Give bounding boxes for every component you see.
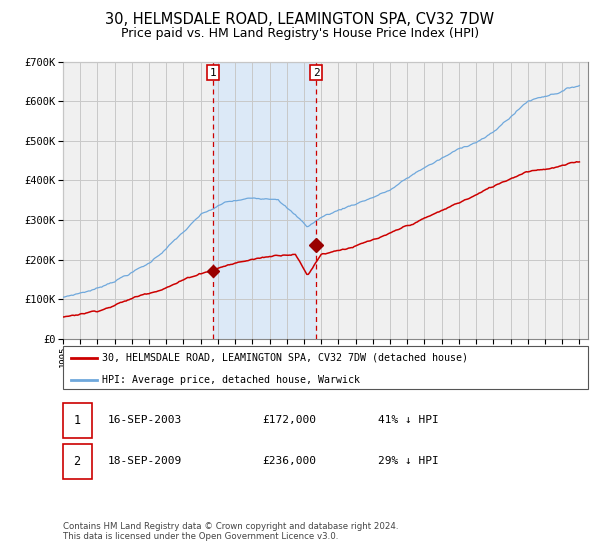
- Text: 1: 1: [74, 414, 81, 427]
- Text: 2: 2: [74, 455, 81, 468]
- Bar: [213, 62, 316, 339]
- Text: Price paid vs. HM Land Registry's House Price Index (HPI): Price paid vs. HM Land Registry's House …: [121, 27, 479, 40]
- Text: HPI: Average price, detached house, Warwick: HPI: Average price, detached house, Warw…: [103, 375, 361, 385]
- Text: £236,000: £236,000: [263, 456, 317, 466]
- Text: 30, HELMSDALE ROAD, LEAMINGTON SPA, CV32 7DW: 30, HELMSDALE ROAD, LEAMINGTON SPA, CV32…: [106, 12, 494, 27]
- Text: 29% ↓ HPI: 29% ↓ HPI: [378, 456, 439, 466]
- Text: Contains HM Land Registry data © Crown copyright and database right 2024.
This d: Contains HM Land Registry data © Crown c…: [63, 522, 398, 542]
- Text: 16-SEP-2003: 16-SEP-2003: [107, 415, 182, 425]
- Text: 18-SEP-2009: 18-SEP-2009: [107, 456, 182, 466]
- Text: 2: 2: [313, 68, 320, 78]
- Text: 1: 1: [209, 68, 217, 78]
- Text: 41% ↓ HPI: 41% ↓ HPI: [378, 415, 439, 425]
- Text: £172,000: £172,000: [263, 415, 317, 425]
- FancyBboxPatch shape: [63, 403, 92, 438]
- Text: 30, HELMSDALE ROAD, LEAMINGTON SPA, CV32 7DW (detached house): 30, HELMSDALE ROAD, LEAMINGTON SPA, CV32…: [103, 353, 469, 363]
- FancyBboxPatch shape: [63, 444, 92, 479]
- FancyBboxPatch shape: [63, 346, 588, 389]
